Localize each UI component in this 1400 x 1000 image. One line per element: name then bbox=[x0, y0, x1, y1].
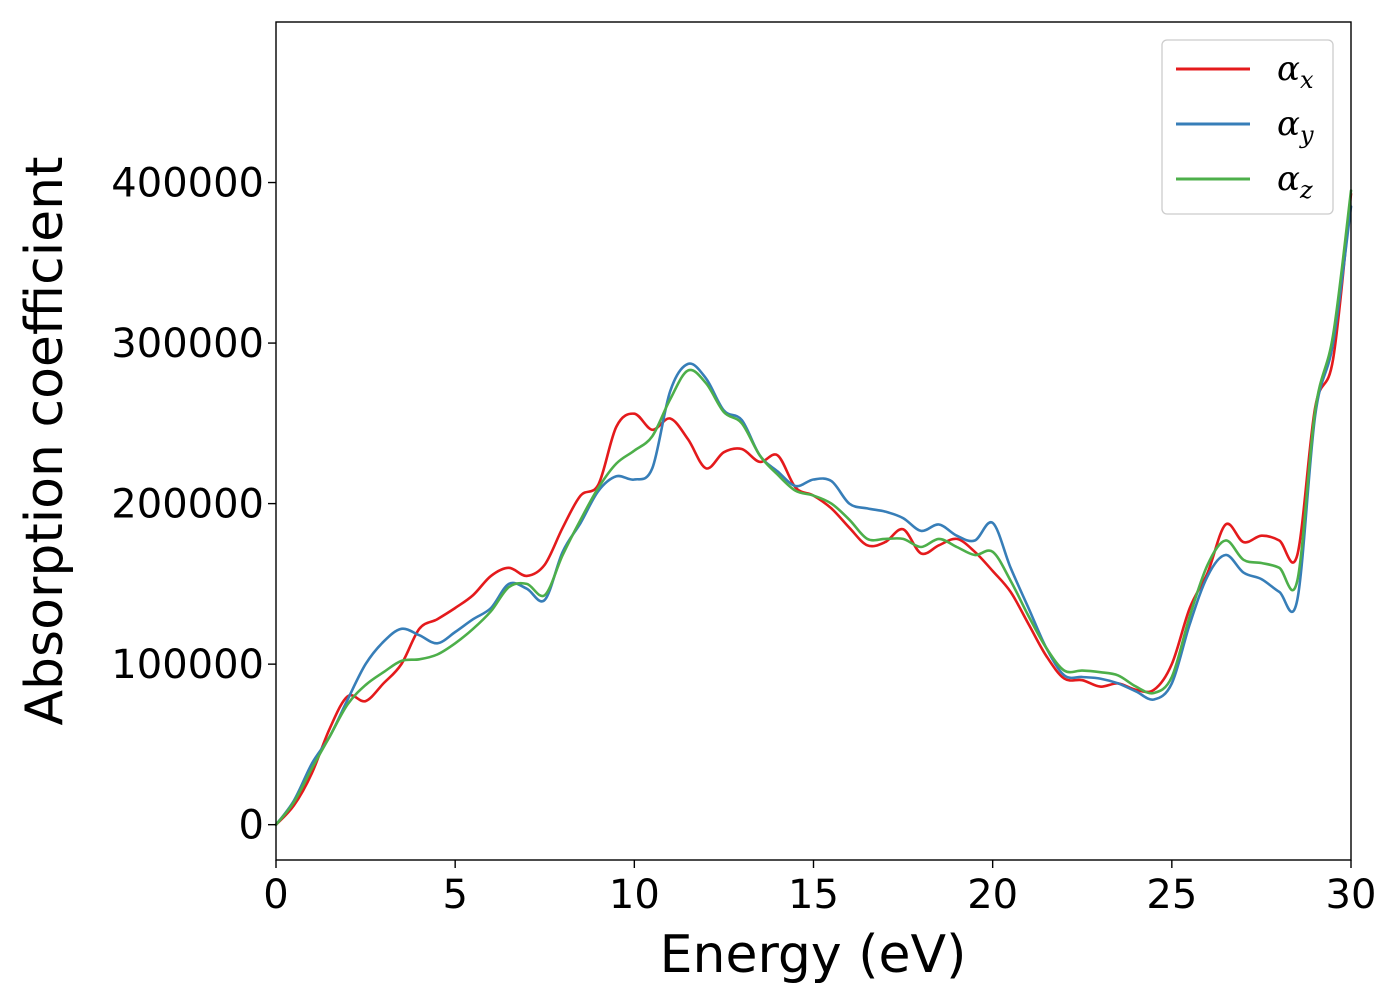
y-tick-label: 200000 bbox=[111, 482, 264, 528]
series-layer bbox=[274, 189, 1353, 826]
y-axis: 0 100000 200000 300000 400000 bbox=[111, 161, 276, 849]
x-axis: 0 5 10 15 20 25 30 bbox=[263, 860, 1376, 918]
legend-symbol: α bbox=[1277, 49, 1300, 89]
legend-symbol: α bbox=[1277, 104, 1300, 144]
x-tick-label: 20 bbox=[967, 872, 1018, 918]
y-tick-label: 100000 bbox=[111, 642, 264, 688]
legend-label-z: αz bbox=[1277, 159, 1313, 204]
x-tick-label: 10 bbox=[609, 872, 660, 918]
x-axis-label: Energy (eV) bbox=[660, 925, 967, 985]
series-line-y bbox=[274, 205, 1353, 826]
legend-label-y: αy bbox=[1277, 104, 1314, 149]
legend-symbol: α bbox=[1277, 159, 1300, 199]
y-tick-label: 400000 bbox=[111, 161, 264, 207]
y-axis-label: Absorption coefficient bbox=[15, 156, 75, 725]
y-tick-label: 0 bbox=[239, 803, 264, 849]
legend-label-x: αx bbox=[1277, 49, 1314, 94]
legend-subscript: y bbox=[1299, 121, 1314, 149]
legend-box bbox=[1161, 39, 1334, 215]
y-tick-label: 300000 bbox=[111, 321, 264, 367]
series-line-x bbox=[274, 192, 1353, 826]
x-tick-label: 5 bbox=[442, 872, 467, 918]
x-tick-label: 30 bbox=[1326, 872, 1377, 918]
series-line-z bbox=[274, 189, 1353, 826]
x-tick-label: 15 bbox=[788, 872, 839, 918]
legend-subscript: z bbox=[1299, 176, 1313, 204]
x-tick-label: 0 bbox=[263, 872, 288, 918]
x-tick-label: 25 bbox=[1146, 872, 1197, 918]
legend-subscript: x bbox=[1300, 66, 1314, 94]
